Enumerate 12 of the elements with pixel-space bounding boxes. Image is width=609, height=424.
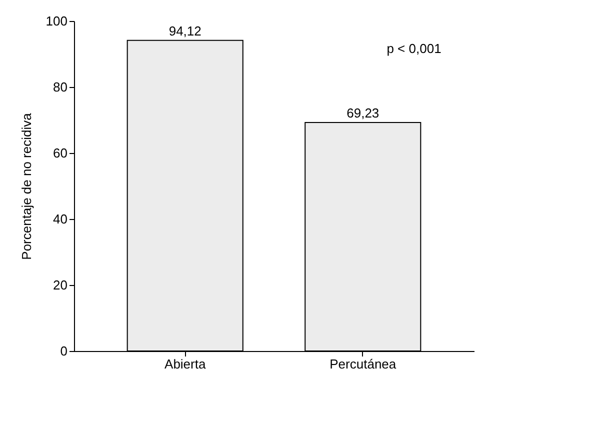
y-tick-label: 80 <box>53 80 68 94</box>
y-tick-label: 100 <box>46 14 68 28</box>
y-tick-label: 60 <box>53 146 68 160</box>
data-label: 69,23 <box>346 106 380 121</box>
data-label: 94,12 <box>168 23 202 38</box>
y-axis-title: Porcentaje de no recidiva <box>18 112 34 260</box>
y-tick-label: 20 <box>53 278 68 292</box>
annotation: p < 0,001 <box>386 41 442 56</box>
x-tick-label: Abierta <box>164 356 206 372</box>
x-tick-label: Percutánea <box>330 356 397 372</box>
y-tick-label: 40 <box>53 212 68 226</box>
y-tick-label: 0 <box>60 344 68 358</box>
